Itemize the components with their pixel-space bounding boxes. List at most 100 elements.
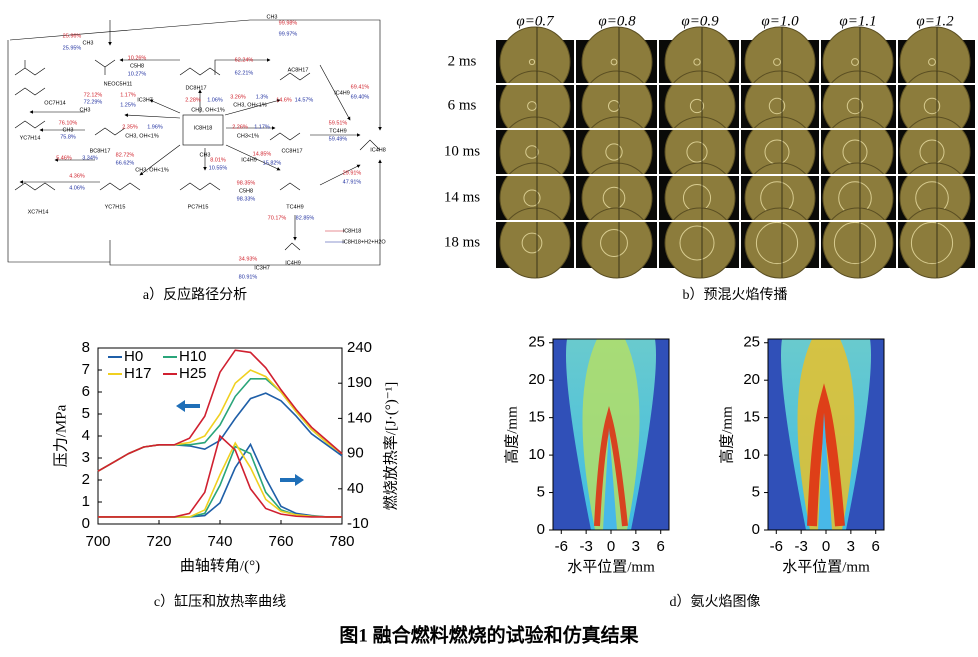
pathway-label: 82.85%: [296, 215, 315, 221]
pathway-label: DC8H17: [185, 85, 206, 91]
pathway-label: YC7H14: [20, 135, 41, 141]
pathway-label: CC8H17: [281, 148, 302, 154]
pathway-label: 10.26%: [128, 55, 147, 61]
pathway-label: XC7H14: [28, 209, 49, 215]
legend-label: H25: [179, 365, 207, 382]
pathway-label: 3.34%: [82, 155, 98, 161]
series-line: [97, 392, 343, 472]
y2-tick-label: -10: [347, 515, 369, 532]
y-tick-label: 0: [752, 521, 760, 538]
flame-front: [605, 143, 623, 161]
pathway-label: CH3: [79, 107, 90, 113]
pathway-label: CH3<1%: [237, 133, 259, 139]
pathway-label: TC4H9: [329, 128, 346, 134]
pathway-label: 1.06%: [207, 97, 223, 103]
pathway-label: 47.91%: [343, 179, 362, 185]
pathway-label: CH3: [266, 14, 277, 20]
phi-label: φ=0.7: [516, 13, 555, 29]
y-tick-label: 0: [82, 515, 90, 532]
pathway-label: OC7H14: [44, 100, 65, 106]
x-tick-label: 780: [329, 533, 354, 550]
pathway-label: 25.95%: [63, 45, 82, 51]
y-axis-label: 高度/mm: [718, 406, 735, 464]
y2-tick-label: 190: [347, 374, 372, 391]
legend-label: H17: [124, 365, 152, 382]
x-tick-label: 720: [146, 533, 171, 550]
pathway-label: 10.27%: [128, 71, 147, 77]
y-tick-label: 2: [82, 471, 90, 488]
pathway-label: 72.29%: [84, 99, 103, 105]
pathway-label: C5H8: [130, 63, 144, 69]
pathway-label: 66.62%: [116, 160, 135, 166]
pathway-label: CH3: [82, 40, 93, 46]
caption-a: a）反应路径分析: [143, 286, 247, 303]
pathway-label: 8.01%: [210, 157, 226, 163]
pathway-label: TC4H9: [286, 204, 303, 210]
pathway-label: CH3, OH<1%: [233, 102, 267, 108]
pathway-label: BC8H17: [90, 148, 111, 154]
flame-front: [928, 58, 936, 66]
arrow: [176, 400, 200, 412]
pathway-label: CH3: [62, 127, 73, 133]
pathway-label: IC3H7: [254, 265, 270, 271]
flame-front: [679, 225, 715, 261]
inner-cone: [818, 412, 832, 530]
pathway-label: IC8H18: [194, 125, 213, 131]
series-line: [97, 378, 343, 472]
pathway-label: 99.97%: [279, 31, 298, 37]
time-label: 2 ms: [448, 53, 477, 69]
flame-front: [521, 232, 543, 254]
chamber: [822, 207, 894, 279]
chamber: [664, 207, 736, 279]
x-tick-label: 6: [872, 538, 880, 555]
flame-front: [600, 229, 628, 257]
phi-label: φ=0.9: [681, 13, 719, 29]
pathway-label: 98.33%: [237, 196, 256, 202]
x-axis-label: 水平位置/mm: [782, 558, 870, 575]
flame-front: [686, 141, 708, 163]
pathway-label: 4.06%: [69, 185, 85, 191]
pathway-label: IC4H9: [285, 260, 301, 266]
y-tick-label: 1: [82, 493, 90, 510]
y2-axis-label: 燃烧放热率/[J·(°)⁻¹]: [381, 382, 399, 510]
flame-front: [910, 221, 954, 265]
y-tick-label: 5: [82, 405, 90, 422]
time-label: 6 ms: [448, 97, 477, 113]
pathway-label: 4.36%: [69, 173, 85, 179]
inner-cone: [603, 427, 617, 530]
pathway-label: IC8H18: [343, 228, 362, 234]
y-axis-label: 压力/MPa: [52, 404, 69, 467]
pathway-label: 75.8%: [60, 134, 76, 140]
x-tick-label: 0: [607, 538, 615, 555]
pathway-label: 1.17%: [254, 124, 270, 130]
pathway-label: 34.93%: [239, 256, 258, 262]
pathway-label: 62.21%: [235, 70, 254, 76]
x-tick-label: -6: [555, 538, 568, 555]
y-tick-label: 10: [528, 446, 545, 463]
figure-title: 图1 融合燃料燃烧的试验和仿真结果: [339, 623, 638, 646]
flame-front: [527, 101, 537, 111]
y-tick-label: 5: [752, 484, 760, 501]
flame-front: [607, 99, 621, 113]
pathway-label: CH3, OH<1%: [125, 133, 159, 139]
flame-front: [755, 221, 799, 265]
phi-label: φ=0.8: [598, 13, 636, 29]
legend-label: H0: [124, 348, 143, 365]
pathway-label: 99.98%: [279, 20, 298, 26]
phi-label: φ=1.2: [916, 13, 954, 29]
pathway-label: 98.35%: [237, 180, 256, 186]
y-tick-label: 5: [537, 484, 545, 501]
caption-c: c）缸压和放热率曲线: [154, 593, 286, 610]
flame-front: [689, 98, 705, 114]
y-tick-label: 6: [82, 383, 90, 400]
x-tick-label: 6: [657, 538, 665, 555]
y-tick-label: 20: [528, 371, 545, 388]
flame-front: [851, 58, 859, 66]
pathway-label: 15.82%: [263, 160, 282, 166]
x-axis-label: 曲轴转角/(°): [180, 557, 260, 574]
y-tick-label: 10: [743, 446, 760, 463]
x-tick-label: -3: [579, 538, 592, 555]
pathway-label: 82.72%: [116, 152, 135, 158]
pathway-label: 62.24%: [235, 57, 254, 63]
pathway-label: 14.6%: [276, 97, 292, 103]
